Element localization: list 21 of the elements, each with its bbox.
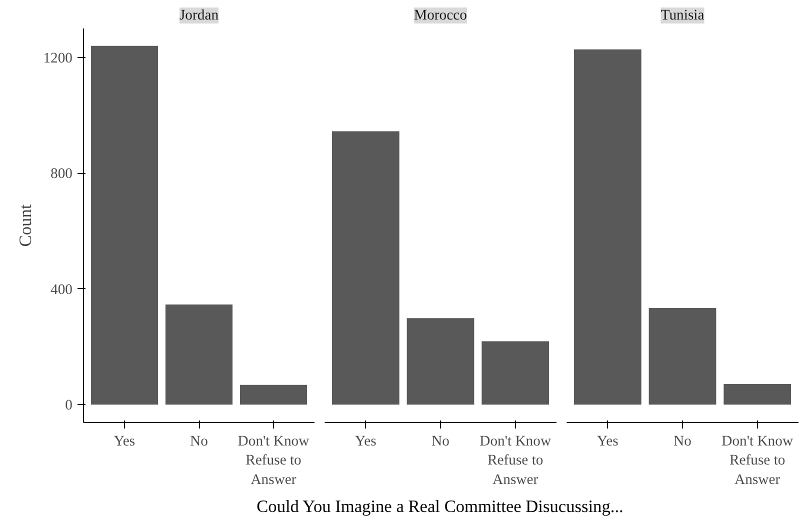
y-tick-label: 1200	[43, 50, 72, 66]
x-tick-label: Don't Know Refuse to Answer	[722, 434, 794, 488]
y-tick-label: 0	[65, 398, 72, 414]
y-tick-label: 800	[50, 166, 72, 182]
x-tick-label: No	[432, 434, 450, 450]
y-tick-label: 400	[50, 282, 72, 298]
x-tick-label: No	[190, 434, 208, 450]
x-tick-label: Don't Know Refuse to Answer	[480, 434, 552, 488]
chart-title: Morocco	[414, 8, 467, 24]
chart-title: Jordan	[179, 8, 220, 24]
x-tick-label: No	[674, 434, 692, 450]
x-tick-label: Yes	[114, 434, 136, 450]
x-tick-label: Yes	[597, 434, 619, 450]
bar	[240, 384, 308, 405]
chart-title: Tunisia	[660, 8, 705, 24]
x-tick-label: Don't Know Refuse to Answer	[238, 434, 310, 488]
y-axis-title: Count	[16, 204, 36, 247]
bar	[165, 304, 233, 405]
x-axis-title: Could You Imagine a Real Committee Disucussing...	[256, 496, 624, 518]
bar	[90, 46, 158, 405]
x-tick-label: Yes	[355, 434, 377, 450]
